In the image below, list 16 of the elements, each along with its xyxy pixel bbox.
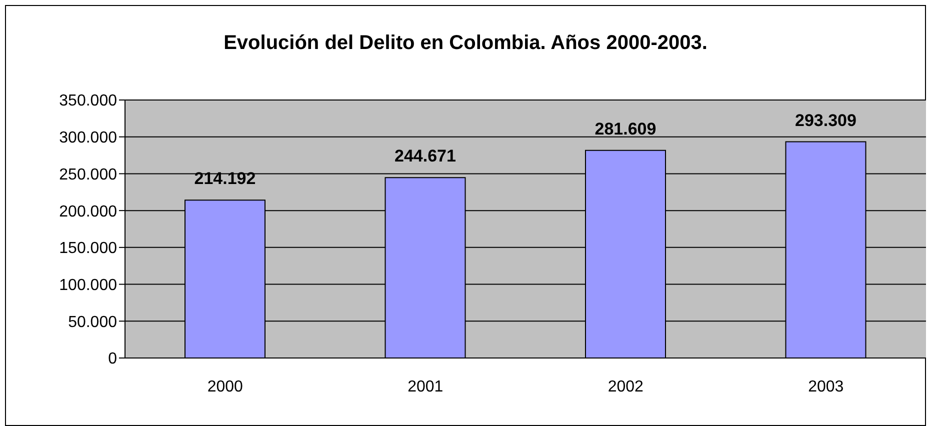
data-label: 281.609: [594, 119, 656, 138]
x-tick-label: 2001: [408, 378, 444, 396]
y-tick-label: 0: [108, 350, 118, 368]
y-tick-label: 100.000: [59, 276, 118, 294]
y-tick-label: 200.000: [59, 203, 118, 220]
y-tick-label: 300.000: [59, 130, 118, 147]
y-tick-label: 350.000: [59, 92, 118, 110]
x-tick-label: 2000: [207, 378, 244, 396]
chart-title: Evolución del Delito en Colombia. Años 2000-2003.: [222, 32, 708, 55]
data-label: 244.671: [394, 146, 456, 166]
y-tick-label: 150.000: [59, 240, 118, 258]
y-tick-label: 250.000: [59, 166, 118, 184]
y-tick-label: 50.000: [68, 314, 118, 331]
x-tick-label: 2003: [808, 378, 844, 396]
data-label: 293.309: [795, 110, 856, 130]
x-tick-label: 2002: [608, 378, 644, 396]
